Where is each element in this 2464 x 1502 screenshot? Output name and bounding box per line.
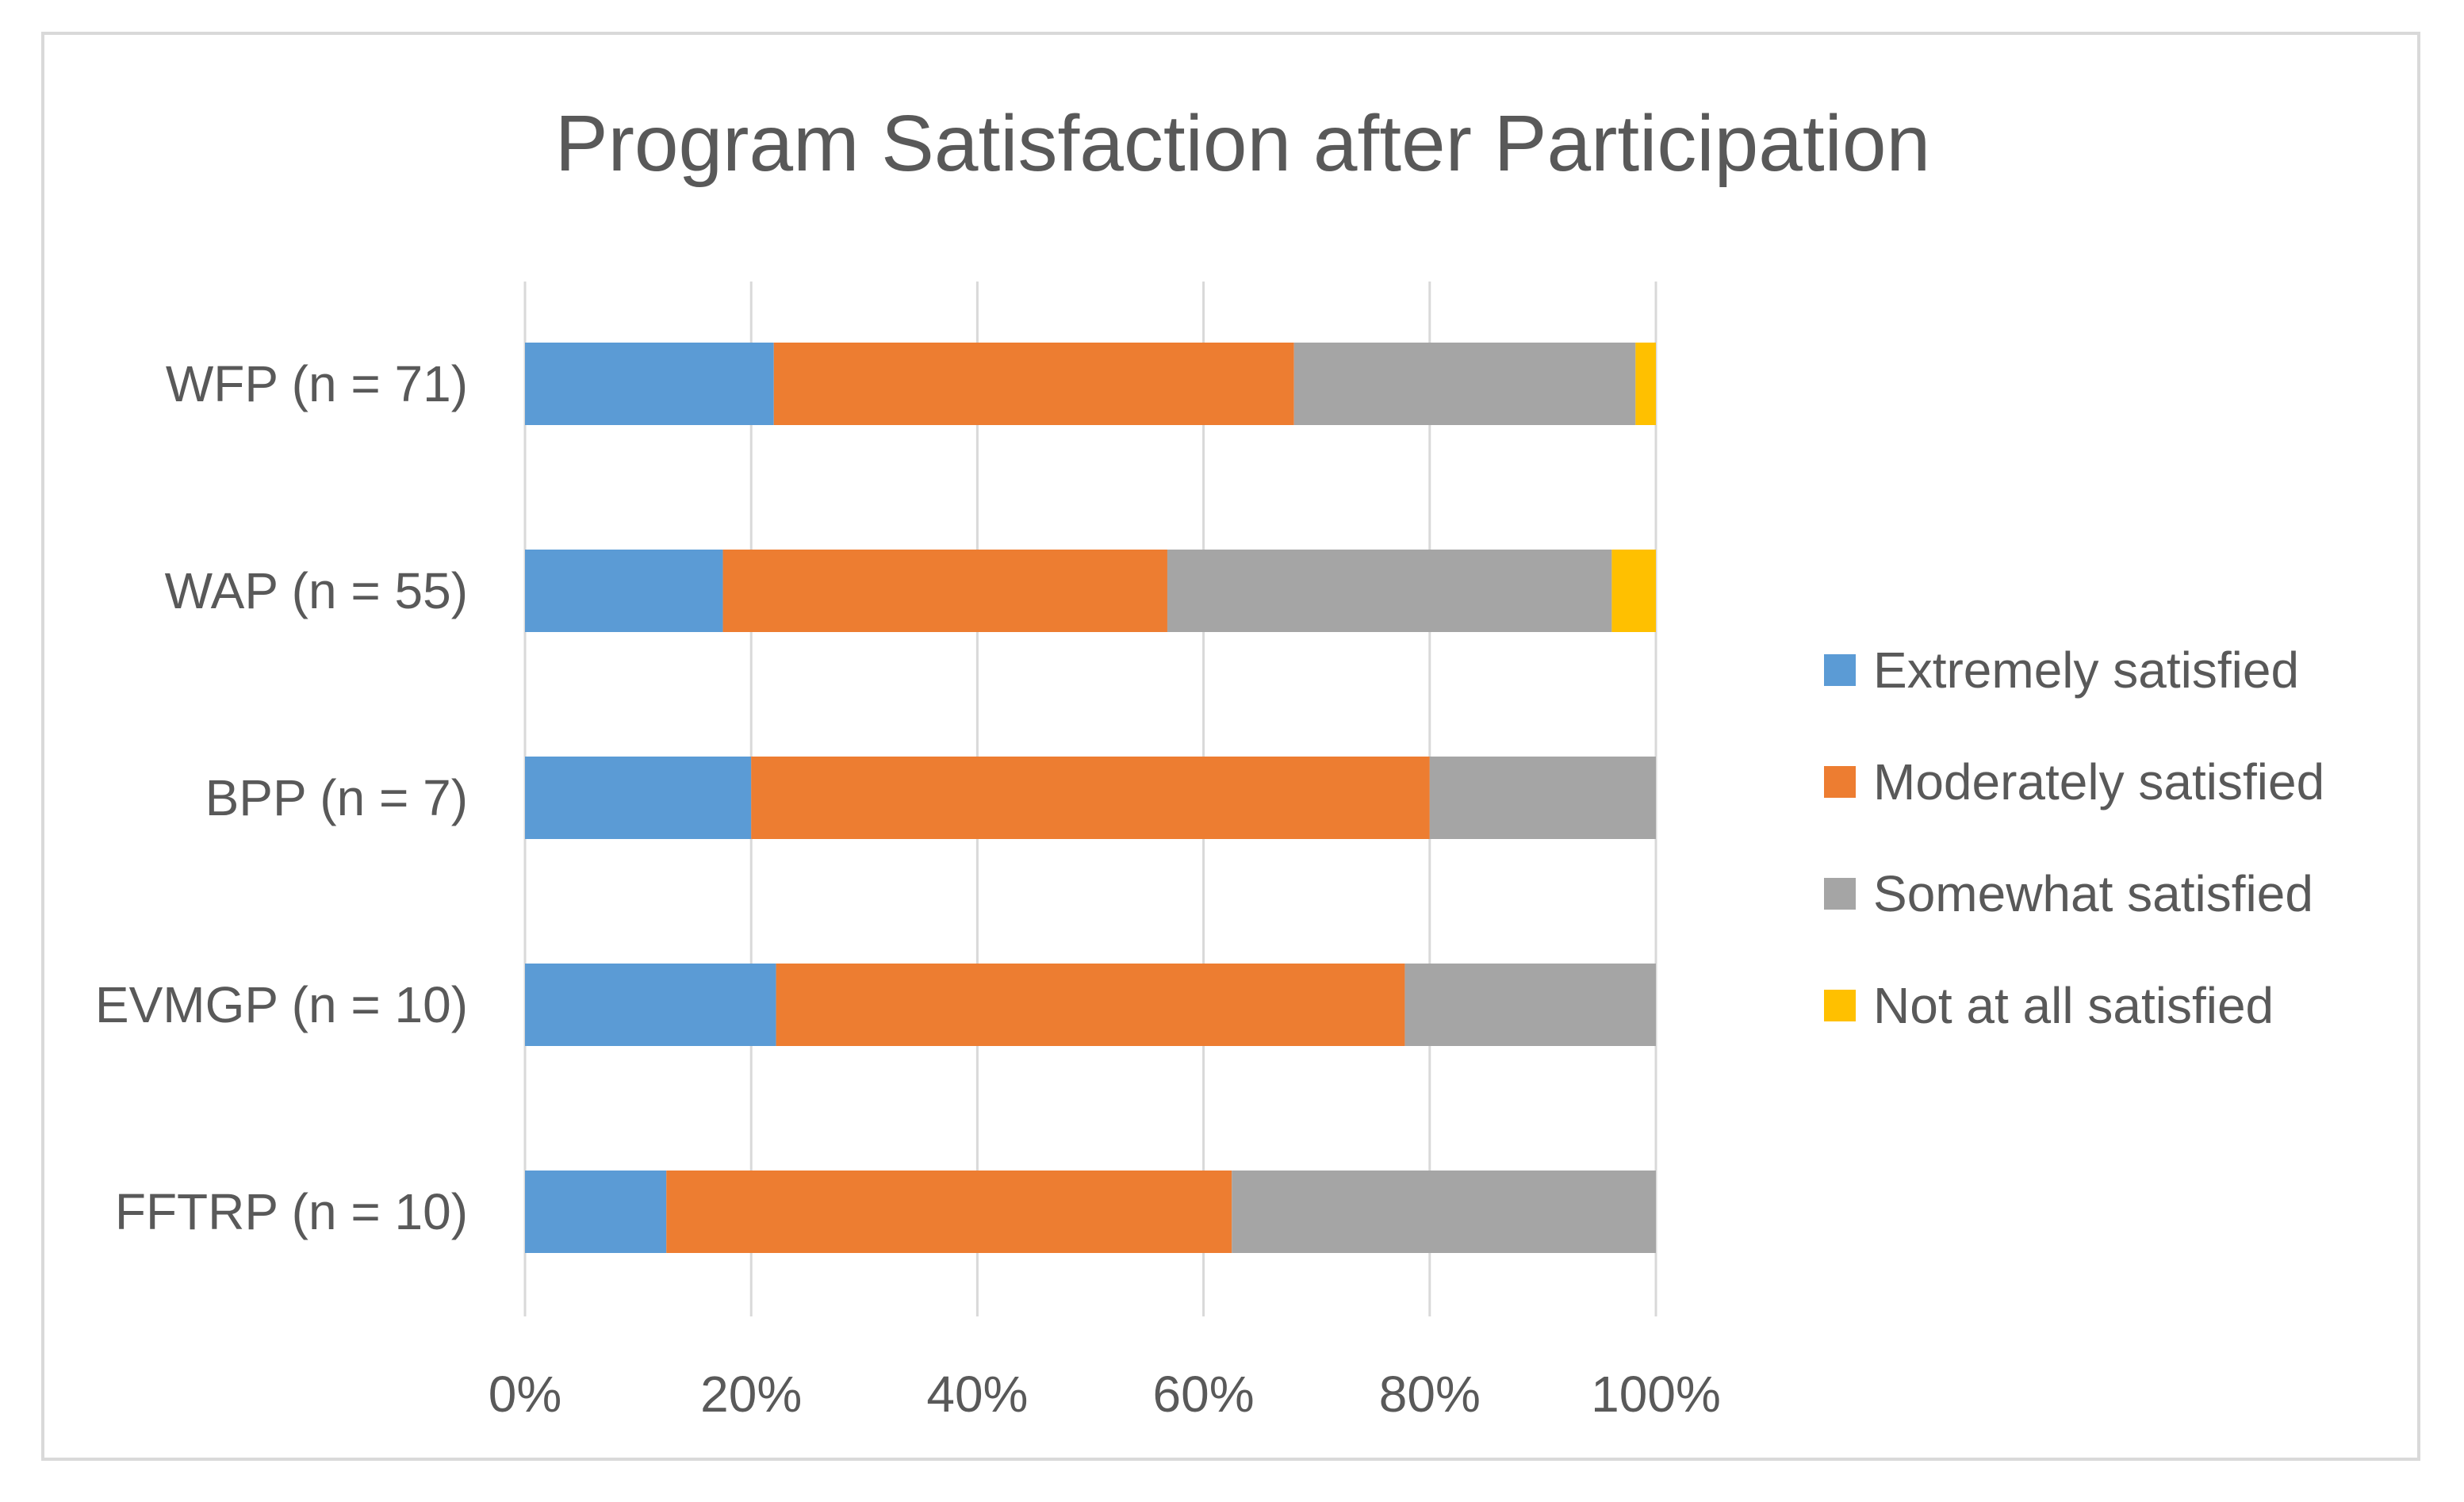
x-tick-label: 20% [700, 1366, 802, 1423]
bars [525, 343, 1656, 1253]
x-tick-labels: 0% 20% 40% 60% 80% 100% [489, 1366, 1721, 1423]
bar-segment [751, 757, 1430, 839]
bar-segment [722, 550, 1167, 632]
x-tick-label: 100% [1591, 1366, 1721, 1423]
bar-segment [1611, 550, 1656, 632]
category-label: BPP (n = 7) [205, 769, 468, 826]
bar-segment [776, 964, 1405, 1046]
legend: Extremely satisfied Moderately satisfied S… [1824, 642, 2324, 1034]
category-label: FFTRP (n = 10) [115, 1183, 468, 1240]
bar-segment [525, 343, 774, 425]
x-tick-label: 0% [489, 1366, 562, 1423]
bar-segment [1167, 550, 1612, 632]
x-tick-label: 80% [1379, 1366, 1481, 1423]
legend-swatch [1824, 766, 1856, 798]
category-label: WAP (n = 55) [165, 562, 468, 619]
legend-swatch [1824, 878, 1856, 910]
bar-segment [1429, 757, 1656, 839]
bar-segment [525, 757, 752, 839]
bar-segment [525, 1171, 667, 1253]
chart-title: Program Satisfaction after Participation [555, 99, 1930, 188]
legend-swatch [1824, 990, 1856, 1021]
legend-label: Moderately satisfied [1873, 753, 2324, 810]
x-tick-label: 40% [926, 1366, 1028, 1423]
legend-label: Not at all satisfied [1873, 977, 2274, 1034]
bar-segment [1404, 964, 1656, 1046]
bar-segment [525, 964, 776, 1046]
bar-segment [1232, 1171, 1656, 1253]
legend-label: Extremely satisfied [1873, 642, 2299, 699]
category-label: WFP (n = 71) [166, 355, 468, 412]
category-label: EVMGP (n = 10) [95, 976, 468, 1033]
bar-segment [1293, 343, 1636, 425]
legend-swatch [1824, 654, 1856, 686]
x-tick-label: 60% [1153, 1366, 1255, 1423]
bar-segment [773, 343, 1294, 425]
bar-segment [1635, 343, 1656, 425]
bar-segment [666, 1171, 1232, 1253]
legend-label: Somewhat satisfied [1873, 865, 2313, 922]
category-labels: WFP (n = 71) WAP (n = 55) BPP (n = 7) EVMGP… [95, 355, 468, 1240]
bar-segment [525, 550, 723, 632]
